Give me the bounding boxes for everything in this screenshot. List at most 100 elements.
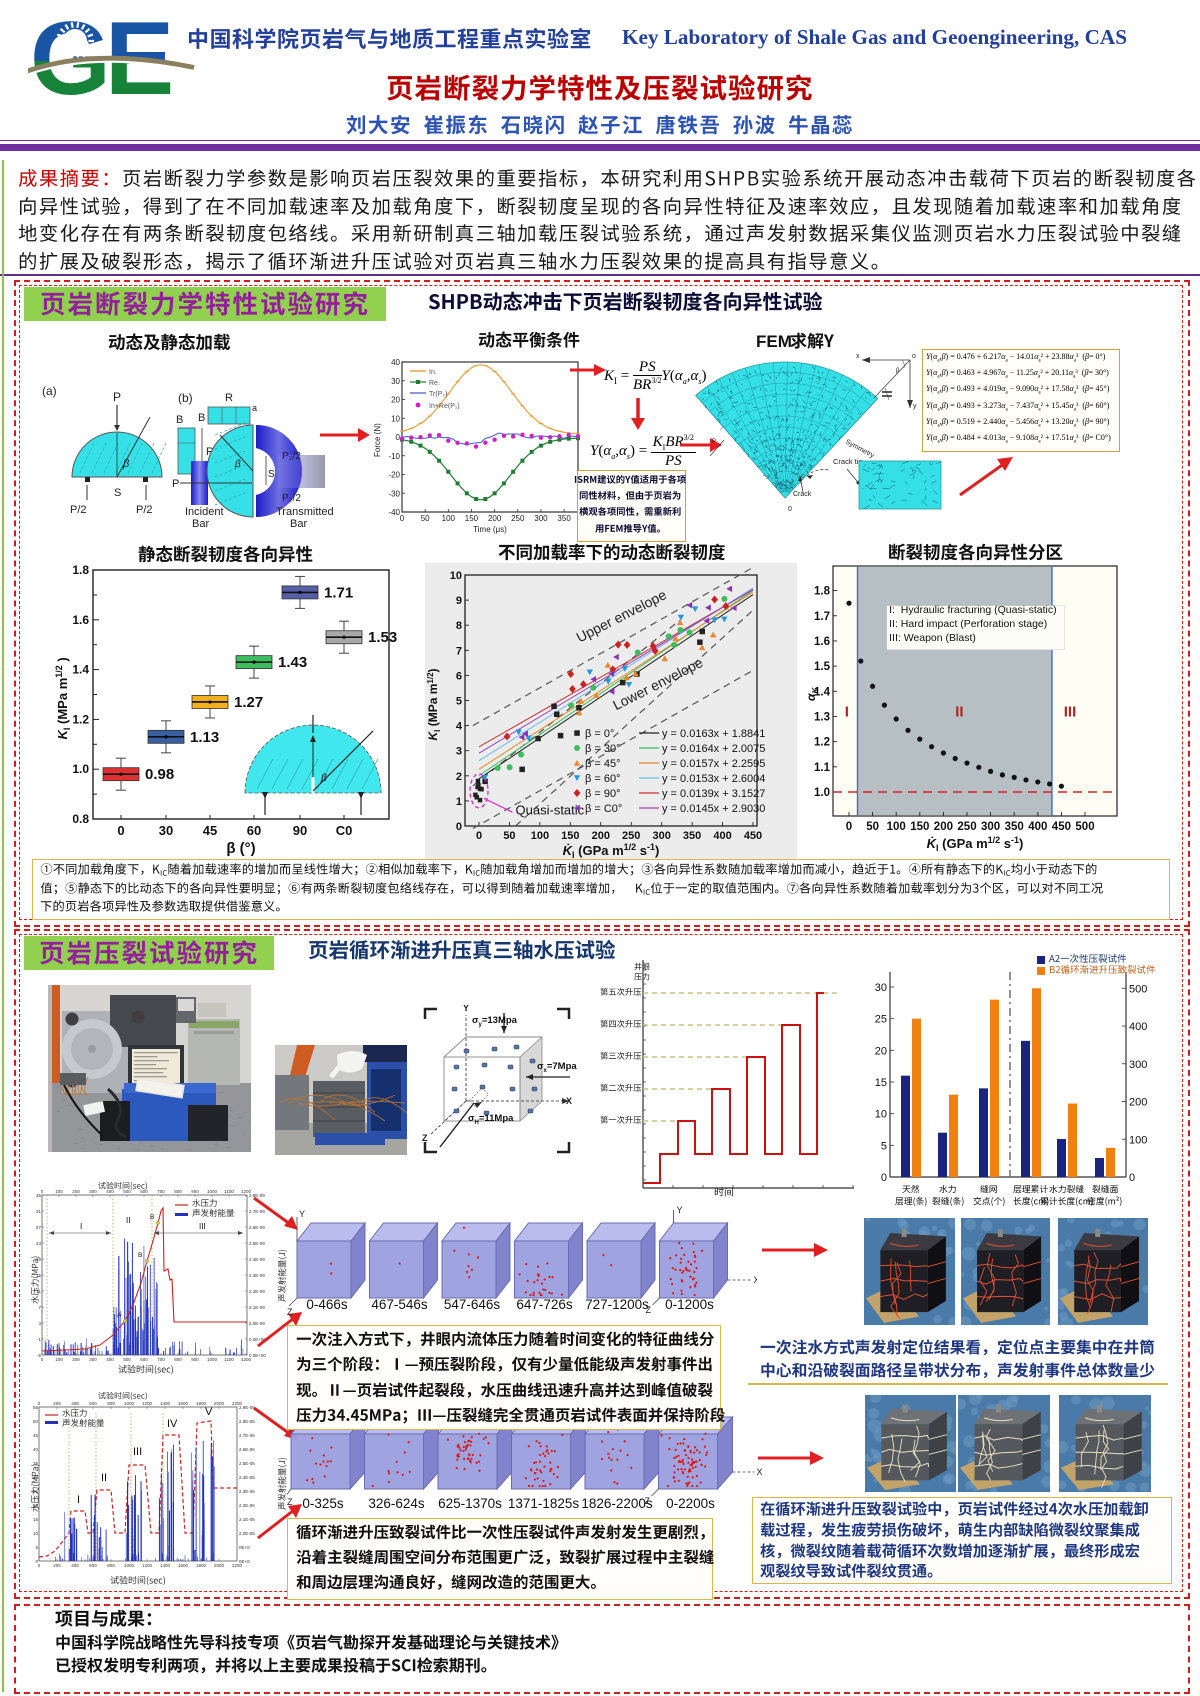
svg-text:9: 9 (456, 595, 462, 607)
svg-text:300: 300 (89, 1189, 97, 1194)
svg-text:350: 350 (683, 830, 701, 842)
svg-text:0.8: 0.8 (72, 812, 89, 826)
svg-text:500: 500 (1129, 983, 1147, 995)
svg-text:1.4: 1.4 (814, 686, 831, 698)
svg-text:0: 0 (788, 506, 792, 513)
svg-text:35: 35 (36, 1193, 42, 1198)
svg-text:y = 0.0145x + 2.9030: y = 0.0145x + 2.9030 (662, 803, 765, 815)
svg-text:β = 90°: β = 90° (585, 788, 621, 800)
svg-text:1200: 1200 (142, 1401, 153, 1406)
svg-text:β (°): β (°) (226, 840, 255, 857)
svg-text:III: Weapon (Blast): III: Weapon (Blast) (889, 632, 976, 644)
svg-text:200: 200 (488, 514, 502, 523)
svg-text:400: 400 (1028, 821, 1047, 833)
svg-text:5: 5 (881, 1140, 887, 1152)
svg-text:x: x (856, 353, 860, 360)
svg-text:y = 0.0164x + 2.0075: y = 0.0164x + 2.0075 (662, 743, 765, 755)
svg-text:45: 45 (203, 823, 217, 838)
svg-text:-10: -10 (388, 452, 400, 461)
svg-text:Z: Z (645, 1496, 651, 1506)
svg-text:0-1200s: 0-1200s (665, 1297, 714, 1312)
svg-text:1.13: 1.13 (190, 729, 219, 746)
svg-text:2.4E-06: 2.4E-06 (239, 1475, 255, 1480)
svg-text:-40: -40 (388, 508, 400, 517)
svg-text:β = 45°: β = 45° (585, 758, 621, 770)
svg-text:In.: In. (429, 369, 437, 376)
svg-text:III: III (199, 1222, 206, 1231)
svg-text:2200: 2200 (232, 1563, 243, 1568)
svg-text:I: I (845, 703, 849, 720)
svg-text:K̇I (GPa m1/2 s-1): K̇I (GPa m1/2 s-1) (927, 835, 1024, 853)
svg-text:1.8: 1.8 (72, 563, 89, 577)
svg-text:X: X (566, 1096, 572, 1106)
svg-text:1800: 1800 (196, 1563, 207, 1568)
svg-text:I: I (80, 1222, 82, 1231)
svg-text:20: 20 (875, 1045, 887, 1057)
svg-text:Bar: Bar (192, 518, 209, 530)
svg-text:1.0: 1.0 (72, 762, 89, 776)
svg-text:5: 5 (456, 696, 462, 708)
svg-text:B: B (138, 1252, 142, 1259)
svg-text:60: 60 (247, 823, 261, 838)
svg-text:GE: GE (30, 8, 171, 108)
svg-text:200: 200 (934, 821, 953, 833)
svg-text:0: 0 (117, 823, 124, 838)
svg-text:0E+0: 0E+0 (239, 1545, 250, 1550)
svg-text:5: 5 (35, 1545, 38, 1550)
svg-text:0-325s: 0-325s (302, 1496, 344, 1511)
svg-text:1.2: 1.2 (72, 712, 89, 726)
svg-text:GE: GE (30, 8, 171, 108)
svg-text:1.43: 1.43 (278, 654, 307, 671)
svg-text:45: 45 (33, 1433, 39, 1438)
svg-text:300: 300 (981, 821, 1000, 833)
svg-text:y = 0.0163x + 1.8841: y = 0.0163x + 1.8841 (662, 728, 765, 740)
svg-text:30: 30 (875, 982, 887, 994)
svg-text:300: 300 (89, 1357, 97, 1362)
svg-text:Quasi-static: Quasi-static (516, 803, 585, 818)
svg-text:1600: 1600 (178, 1401, 189, 1406)
svg-text:450: 450 (1052, 821, 1071, 833)
svg-text:0E+0: 0E+0 (239, 1559, 250, 1564)
svg-text:0-466s: 0-466s (306, 1297, 348, 1312)
svg-text:0-2200s: 0-2200s (666, 1496, 715, 1511)
svg-text:Y: Y (463, 1005, 469, 1013)
svg-text:30: 30 (33, 1475, 39, 1480)
svg-text:X: X (754, 1275, 758, 1285)
svg-text:0: 0 (35, 1559, 38, 1564)
svg-text:250: 250 (957, 821, 976, 833)
svg-text:1.71: 1.71 (324, 584, 353, 601)
svg-text:X: X (757, 1467, 763, 1477)
svg-text:αK: αK (805, 687, 820, 701)
svg-text:350: 350 (557, 514, 571, 523)
svg-text:23: 23 (36, 1241, 42, 1246)
svg-text:250: 250 (622, 830, 640, 842)
svg-text:B: B (198, 412, 205, 424)
svg-text:15: 15 (36, 1273, 42, 1278)
svg-text:1400: 1400 (160, 1401, 171, 1406)
svg-text:350: 350 (1005, 821, 1024, 833)
svg-text:200: 200 (72, 1357, 80, 1362)
svg-text:III: III (1064, 703, 1077, 720)
svg-text:Crack: Crack (793, 491, 812, 498)
svg-text:800: 800 (174, 1189, 182, 1194)
svg-text:547-646s: 547-646s (444, 1297, 501, 1312)
svg-text:1.2: 1.2 (814, 737, 830, 749)
svg-text:2200: 2200 (232, 1401, 243, 1406)
svg-text:800: 800 (107, 1401, 115, 1406)
svg-text:I: Hydraulic fracturing (Quas: I: Hydraulic fracturing (Quasi-static) (889, 604, 1056, 616)
svg-text:β = 30°: β = 30° (585, 743, 621, 755)
svg-text:Force (N): Force (N) (373, 423, 382, 457)
svg-text:-5: -5 (37, 1353, 41, 1358)
svg-text:800: 800 (174, 1357, 182, 1362)
svg-text:2.0E-09: 2.0E-09 (249, 1321, 265, 1326)
svg-text:1600: 1600 (178, 1563, 189, 1568)
svg-text:0: 0 (881, 1172, 887, 1184)
svg-text:II: II (126, 1216, 130, 1225)
svg-text:6: 6 (456, 670, 462, 682)
svg-text:1.4: 1.4 (72, 663, 89, 677)
svg-text:2.6E-06: 2.6E-06 (239, 1447, 255, 1452)
svg-text:β = 60°: β = 60° (585, 773, 621, 785)
svg-text:90: 90 (293, 823, 307, 838)
svg-text:2.1E-06: 2.1E-06 (239, 1517, 255, 1522)
svg-text:Z: Z (287, 1307, 293, 1317)
